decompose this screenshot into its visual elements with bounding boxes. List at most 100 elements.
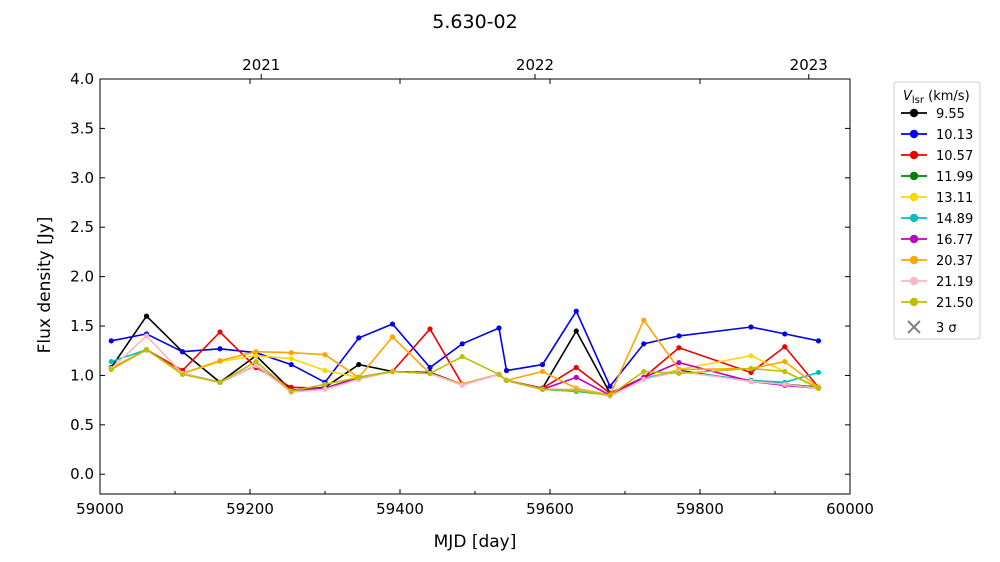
x-tick-label: 59800 <box>676 500 724 518</box>
data-point-21.50 <box>253 358 259 365</box>
series-line-21.50 <box>110 348 819 397</box>
legend-item-10.57: 10.57 <box>901 149 973 164</box>
y-tick-label: 1.0 <box>70 366 94 384</box>
data-point-21.50 <box>782 368 788 375</box>
top-axis-label: 2023 <box>790 56 828 74</box>
data-point-20.37 <box>288 350 294 356</box>
data-point-21.50 <box>217 379 223 385</box>
data-point-21.50 <box>539 386 546 392</box>
x-axis-label: MJD [day] <box>434 532 517 552</box>
legend-item-21.19: 21.19 <box>901 275 973 290</box>
legend-title-main: V <box>903 89 913 104</box>
data-point-10.57 <box>748 369 754 376</box>
data-point-21.50 <box>288 388 294 394</box>
data-point-21.19 <box>748 378 754 384</box>
y-axis-label: Flux density [Jy] <box>35 217 55 354</box>
legend-label-threshold: 3 σ <box>936 321 957 336</box>
legend-title: Vlsr (km/s) <box>903 89 970 106</box>
legend-item-11.99: 11.99 <box>901 170 973 185</box>
data-point-21.50 <box>607 392 613 398</box>
top-axis-label: 2022 <box>516 56 554 74</box>
legend-items: 9.55 10.13 10.57 11.99 13.11 14.89 16.77 20.37 2… <box>901 107 973 311</box>
data-point-13.11 <box>322 367 328 374</box>
data-point-21.50 <box>143 347 150 353</box>
data-point-10.13 <box>356 335 362 341</box>
data-point-21.50 <box>641 368 647 375</box>
legend-title-sub: lsr <box>912 95 925 106</box>
legend-label: 13.11 <box>936 191 973 206</box>
data-point-21.50 <box>179 371 186 378</box>
legend-label: 10.13 <box>936 128 973 143</box>
data-point-21.19 <box>641 376 647 382</box>
data-point-10.13 <box>782 331 788 337</box>
data-point-20.37 <box>539 368 546 375</box>
data-point-10.13 <box>503 367 510 374</box>
data-point-14.89 <box>815 369 822 376</box>
data-point-21.50 <box>748 365 754 372</box>
legend-marker <box>909 297 919 307</box>
legend-marker <box>909 108 919 118</box>
y-tick-label: 2.5 <box>70 218 94 236</box>
data-point-21.50 <box>427 370 433 377</box>
data-point-10.57 <box>573 364 579 371</box>
axes-layer: 59000 59200 59400 59600 59800 60000 0.0 0.5 1.0 1… <box>70 56 874 518</box>
data-point-10.13 <box>108 338 114 344</box>
series-line-11.99 <box>110 348 819 397</box>
series-line-16.77 <box>110 348 819 397</box>
data-point-10.13 <box>607 383 613 389</box>
x-marker-stroke <box>907 320 921 334</box>
data-point-10.13 <box>496 325 502 331</box>
data-point-13.11 <box>748 353 754 359</box>
data-point-20.37 <box>253 349 259 355</box>
series-layer <box>108 308 822 399</box>
data-point-10.13 <box>573 308 579 314</box>
legend: Vlsr (km/s) 9.55 10.13 10.57 11.99 13.11 14.8… <box>893 81 981 340</box>
legend-item-16.77: 16.77 <box>901 233 973 248</box>
data-point-21.50 <box>459 354 465 360</box>
x-tick-label: 59000 <box>76 500 124 518</box>
top-axis-label: 2021 <box>242 56 280 74</box>
data-point-10.57 <box>288 384 294 390</box>
data-point-10.13 <box>748 324 754 330</box>
legend-marker <box>909 276 919 286</box>
legend-item-10.13: 10.13 <box>901 128 973 143</box>
data-point-13.11 <box>253 353 259 359</box>
legend-marker <box>909 129 919 139</box>
data-point-10.57 <box>217 329 223 335</box>
data-point-20.37 <box>322 352 328 358</box>
y-tick-label: 4.0 <box>70 70 94 88</box>
data-point-21.19 <box>782 381 788 387</box>
data-point-10.13 <box>217 346 223 352</box>
data-point-21.50 <box>573 387 579 393</box>
legend-box <box>893 81 981 340</box>
data-point-20.37 <box>782 358 788 365</box>
data-point-10.13 <box>288 361 294 368</box>
data-point-10.13 <box>641 341 647 347</box>
series-line-13.11 <box>110 348 819 397</box>
x-tick-label: 59200 <box>226 500 274 518</box>
legend-item-20.37: 20.37 <box>901 254 973 269</box>
data-point-10.13 <box>815 338 822 344</box>
y-tick-label: 3.0 <box>70 169 94 187</box>
x-tick-label: 60000 <box>826 500 874 518</box>
data-point-21.19 <box>322 386 328 392</box>
y-tick-label: 0.5 <box>70 416 94 434</box>
data-point-21.19 <box>253 362 259 369</box>
x-tick-label: 59400 <box>376 500 424 518</box>
legend-item-threshold: 3 σ <box>907 320 957 336</box>
data-point-10.13 <box>459 341 465 347</box>
legend-marker <box>909 171 919 181</box>
y-tick-label: 1.5 <box>70 317 94 335</box>
data-point-10.13 <box>676 333 682 339</box>
data-point-10.13 <box>179 349 186 355</box>
data-point-21.19 <box>459 382 465 388</box>
data-point-10.57 <box>782 344 788 350</box>
legend-label: 21.19 <box>936 275 973 290</box>
legend-label: 10.57 <box>936 149 973 164</box>
data-point-9.55 <box>143 313 150 319</box>
plot-frame <box>99 78 851 495</box>
legend-label: 21.50 <box>936 296 973 311</box>
legend-item-21.50: 21.50 <box>901 296 973 311</box>
data-point-14.89 <box>108 358 114 365</box>
